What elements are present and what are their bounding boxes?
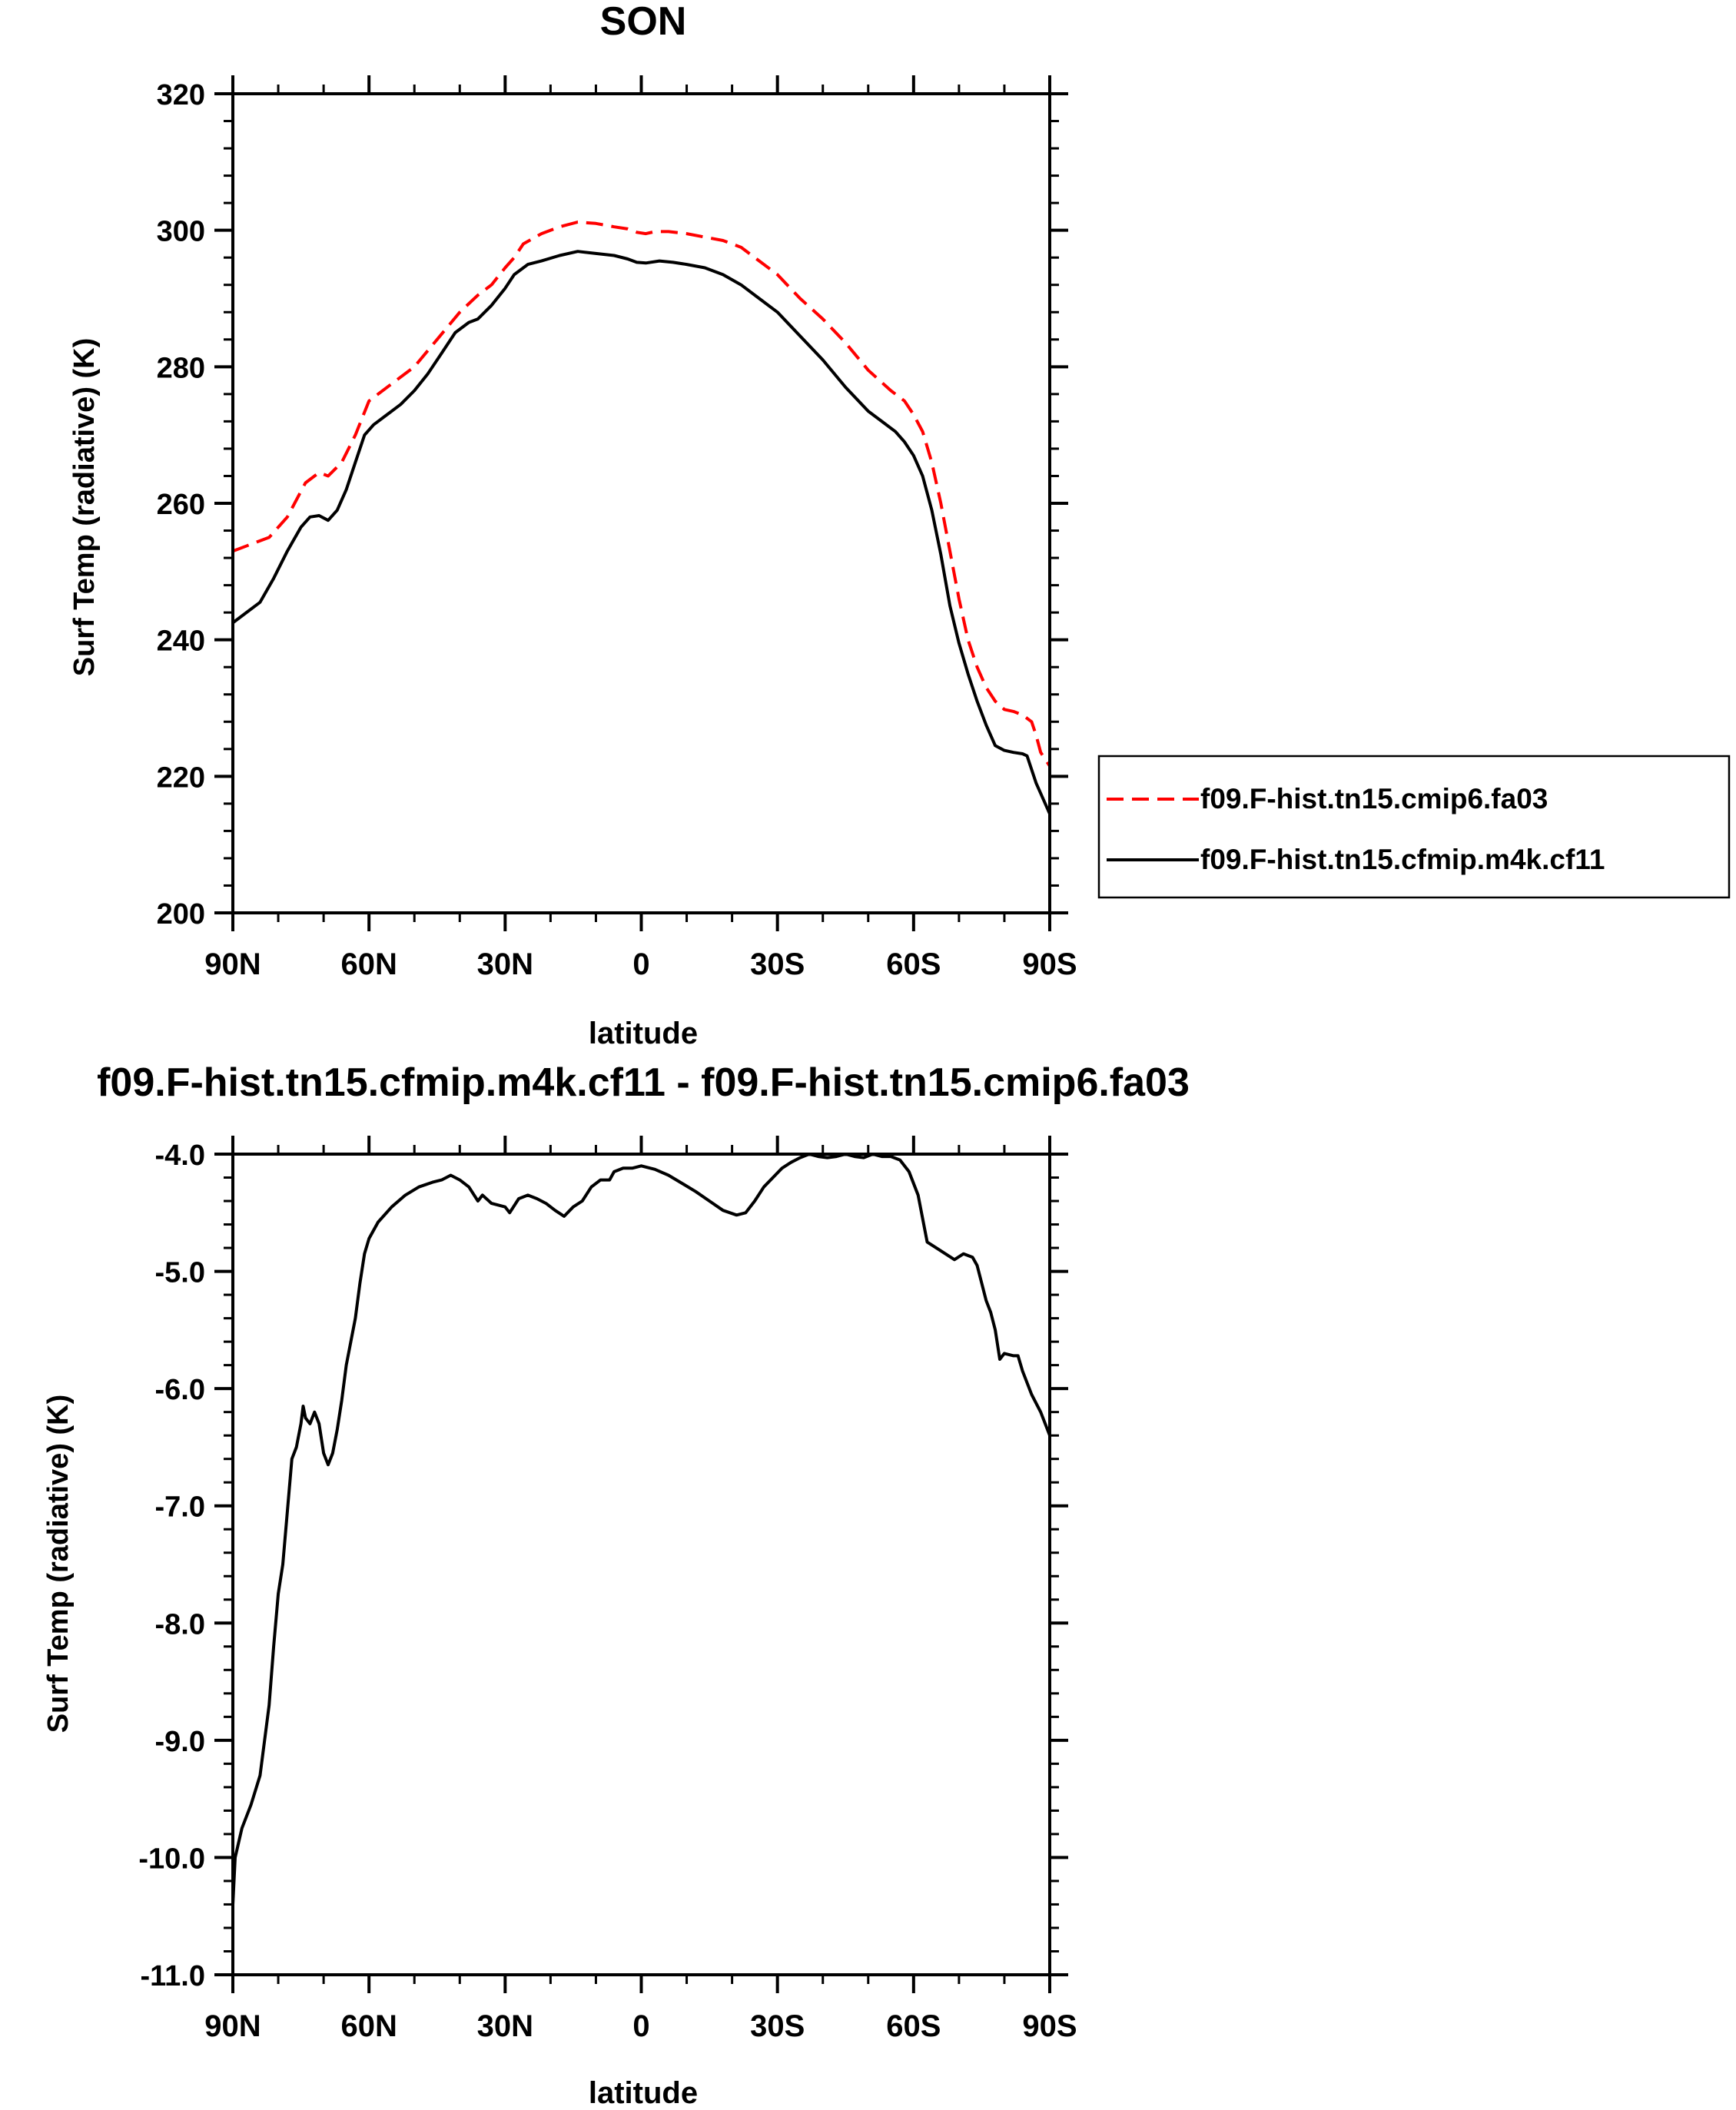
top-chart-ticks: 200 220 240 260 280 300 320 90N 60N 30N 0 30S 60S 90S xyxy=(157,75,1077,981)
y-tick-label: 240 xyxy=(157,625,205,658)
x-tick-label: 0 xyxy=(632,2009,649,2043)
x-tick-label: 30S xyxy=(750,947,805,981)
y-tick-label: -7.0 xyxy=(155,1491,205,1524)
x-tick-label: 90N xyxy=(204,2009,261,2043)
legend-label-series-2: f09.F-hist.tn15.cfmip.m4k.cf11 xyxy=(1200,844,1605,875)
bottom-chart-xlabel: latitude xyxy=(589,2076,698,2110)
x-tick-label: 60N xyxy=(340,2009,397,2043)
bottom-chart-ylabel: Surf Temp (radiative) (K) xyxy=(42,1395,75,1733)
y-tick-label: 300 xyxy=(157,216,205,248)
legend-box xyxy=(1097,755,1731,899)
y-tick-label: -9.0 xyxy=(155,1726,205,1758)
series-line-2 xyxy=(231,250,1051,815)
y-tick-label: -6.0 xyxy=(155,1374,205,1406)
y-tick-label: -5.0 xyxy=(155,1257,205,1289)
top-chart-plot-area xyxy=(231,221,1051,815)
legend-label-series-1: f09.F-hist.tn15.cmip6.fa03 xyxy=(1200,783,1548,814)
x-tick-label: 90N xyxy=(204,947,261,981)
y-tick-label: 200 xyxy=(157,898,205,931)
top-chart: SON Surf Temp (radiative) (K) latitude 2… xyxy=(68,0,1731,1050)
x-tick-label: 60S xyxy=(886,2009,941,2043)
series-line-1 xyxy=(232,221,1051,768)
top-chart-xlabel: latitude xyxy=(589,1017,698,1050)
x-tick-label: 60N xyxy=(340,947,397,981)
top-chart-frame xyxy=(231,92,1051,914)
x-tick-label: 30N xyxy=(477,2009,533,2043)
top-chart-title: SON xyxy=(600,0,687,44)
top-chart-ylabel: Surf Temp (radiative) (K) xyxy=(68,338,101,677)
bottom-chart-frame xyxy=(231,1153,1051,1976)
y-tick-label: -8.0 xyxy=(155,1608,205,1641)
x-tick-label: 60S xyxy=(886,947,941,981)
y-tick-label: -10.0 xyxy=(138,1843,205,1875)
series-line-1 xyxy=(231,1153,1051,1905)
top-chart-legend: f09.F-hist.tn15.cmip6.fa03 f09.F-hist.tn… xyxy=(1097,755,1731,899)
x-tick-label: 90S xyxy=(1022,947,1077,981)
x-tick-label: 0 xyxy=(632,947,649,981)
y-tick-label: -4.0 xyxy=(155,1140,205,1172)
y-tick-label: 260 xyxy=(157,489,205,521)
bottom-chart: f09.F-hist.tn15.cfmip.m4k.cf11 - f09.F-h… xyxy=(42,1060,1190,2110)
x-tick-label: 90S xyxy=(1022,2009,1077,2043)
y-tick-label: -11.0 xyxy=(140,1960,205,1992)
bottom-chart-title: f09.F-hist.tn15.cfmip.m4k.cf11 - f09.F-h… xyxy=(97,1060,1190,1105)
y-tick-label: 220 xyxy=(157,761,205,794)
y-tick-label: 320 xyxy=(157,79,205,111)
x-tick-label: 30N xyxy=(477,947,533,981)
bottom-chart-plot-area xyxy=(231,1153,1051,1905)
y-tick-label: 280 xyxy=(157,352,205,384)
x-tick-label: 30S xyxy=(750,2009,805,2043)
